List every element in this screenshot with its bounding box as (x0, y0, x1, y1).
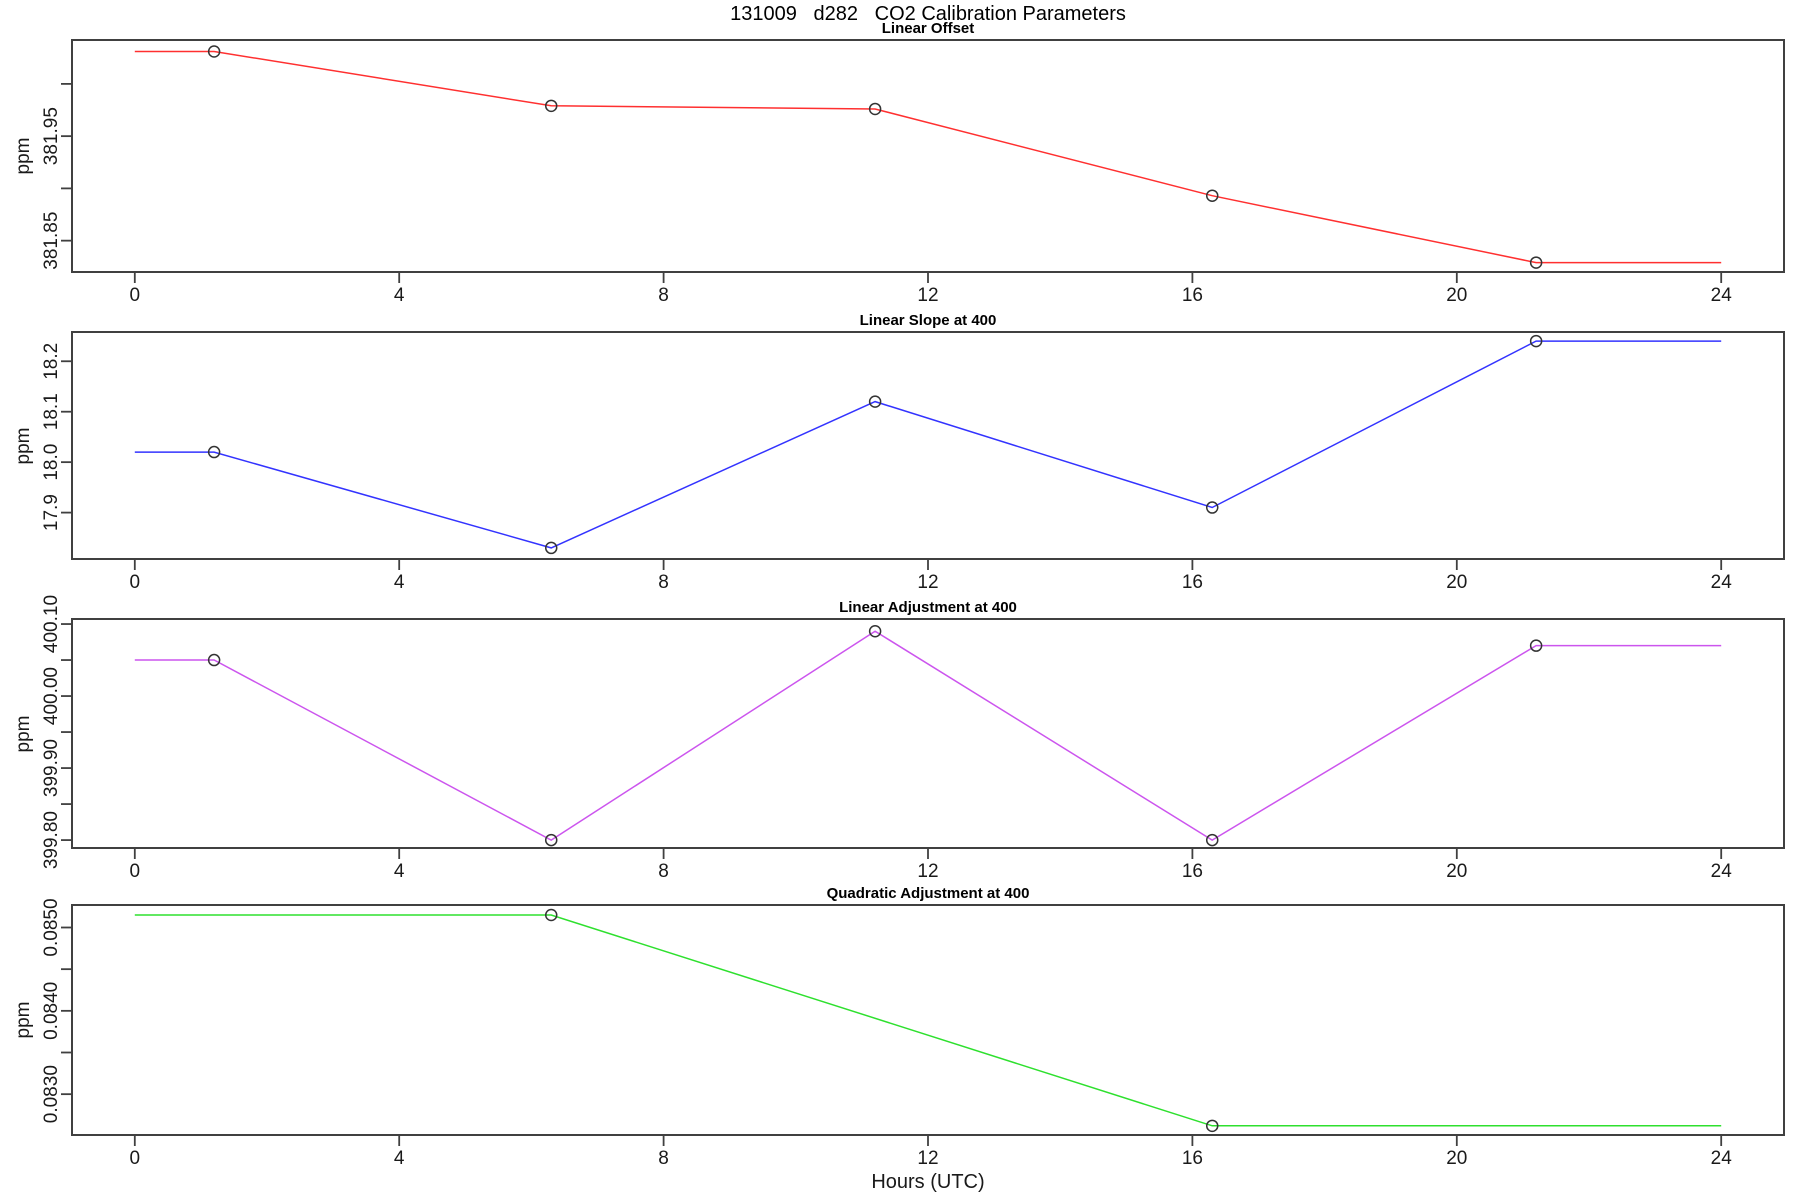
data-point-marker (1529, 334, 1543, 348)
x-tick-label: 16 (1182, 1148, 1203, 1169)
panel-title-linear-slope: Linear Slope at 400 (859, 312, 997, 329)
x-tick-label: 12 (917, 1148, 938, 1169)
data-point-marker (868, 624, 882, 638)
data-point-marker (1529, 256, 1543, 269)
x-tick-label: 0 (130, 1148, 141, 1169)
y-tick-label: 400.10 (41, 595, 62, 653)
y-tick-label: 381.95 (41, 107, 62, 165)
panel-linear-slope-at-400: 0 4 8 12 16 20 24 17.9 18.0 18.1 18.2 (41, 331, 1785, 593)
x-tick-label: 4 (394, 1148, 405, 1169)
x-tick-label: 24 (1711, 285, 1733, 306)
y-tick-label: 381.85 (41, 212, 62, 270)
y-tick-label: 399.80 (41, 811, 62, 869)
x-tick-label: 12 (917, 861, 938, 882)
data-point-marker (1529, 639, 1543, 652)
x-tick-label: 24 (1711, 572, 1733, 593)
x-tick-label: 12 (917, 285, 938, 306)
data-point-marker (544, 908, 558, 922)
plot-box (71, 904, 1785, 1136)
series-line (134, 914, 1722, 1127)
y-tick-label: 17.9 (41, 494, 62, 531)
series-line (134, 50, 1722, 264)
data-point-marker (544, 99, 558, 113)
plot-box (71, 618, 1785, 849)
y-tick-label: 400.00 (41, 667, 62, 725)
x-tick-label: 4 (394, 861, 405, 882)
x-tick-label: 0 (130, 861, 141, 882)
x-tick-label: 0 (130, 572, 141, 593)
x-tick-label: 20 (1446, 285, 1467, 306)
y-tick-label: 18.0 (41, 444, 62, 481)
y-tick-label: 0.0830 (41, 1065, 62, 1123)
x-tick-label: 16 (1182, 861, 1203, 882)
panel-quadratic-adjustment-at-400: 0 4 8 12 16 20 24 0.0830 0.0840 0.0850 (41, 898, 1785, 1169)
data-point-marker (544, 541, 558, 555)
x-tick-label: 24 (1711, 861, 1733, 882)
data-point-marker (1205, 501, 1219, 514)
data-point-marker (207, 653, 221, 667)
series-line (134, 340, 1722, 549)
data-point-marker (1205, 189, 1219, 202)
y-tick-label: 0.0840 (41, 982, 62, 1040)
page-title: 131009 d282 CO2 Calibration Parameters (730, 3, 1126, 25)
x-tick-label: 8 (658, 861, 669, 882)
panel-title-linear-adjustment: Linear Adjustment at 400 (839, 599, 1017, 616)
data-point-marker (207, 445, 221, 459)
data-point-marker (868, 395, 882, 408)
data-point-marker (1205, 1119, 1219, 1133)
panel-linear-offset: 0 4 8 12 16 20 24 381.85 381.95 (41, 39, 1785, 306)
plot-box (71, 39, 1785, 273)
x-tick-label: 20 (1446, 861, 1467, 882)
x-tick-label: 8 (658, 572, 669, 593)
data-point-marker (544, 833, 558, 847)
data-point-marker (207, 45, 221, 58)
x-tick-label: 24 (1711, 1148, 1733, 1169)
y-tick-label: 18.1 (41, 393, 62, 430)
x-tick-label: 0 (130, 285, 141, 306)
x-axis-label-hours-utc: Hours (UTC) (871, 1171, 985, 1193)
panel-title-linear-offset: Linear Offset (881, 20, 975, 37)
x-tick-label: 20 (1446, 1148, 1467, 1169)
x-tick-label: 4 (394, 285, 405, 306)
data-point-marker (1205, 833, 1219, 847)
y-tick-label: 18.2 (41, 343, 62, 380)
x-tick-label: 16 (1182, 572, 1203, 593)
x-tick-label: 16 (1182, 285, 1203, 306)
panel-title-quadratic-adjustment: Quadratic Adjustment at 400 (826, 885, 1030, 902)
y-tick-label: 399.90 (41, 739, 62, 797)
plot-box (71, 331, 1785, 560)
x-tick-label: 8 (658, 1148, 669, 1169)
series-line (134, 630, 1722, 841)
x-tick-label: 8 (658, 285, 669, 306)
panel-linear-adjustment-at-400: 0 4 8 12 16 20 24 399.80 399.90 400.00 400.10 (41, 595, 1785, 882)
x-tick-label: 12 (917, 572, 938, 593)
x-tick-label: 20 (1446, 572, 1467, 593)
x-tick-label: 4 (394, 572, 405, 593)
y-tick-label: 0.0850 (41, 898, 62, 956)
data-point-marker (868, 102, 882, 116)
